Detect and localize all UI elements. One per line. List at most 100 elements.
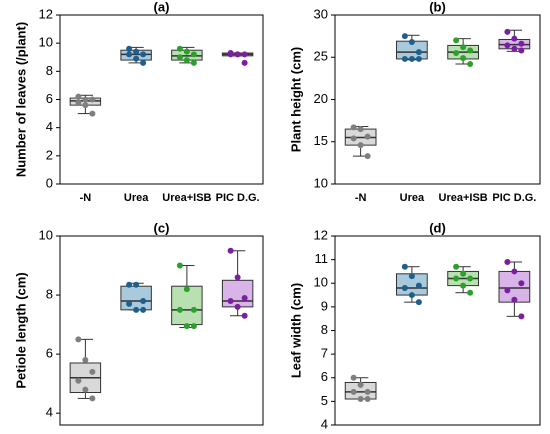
data-point bbox=[176, 262, 183, 269]
panel-title: (b) bbox=[429, 0, 446, 14]
data-point bbox=[183, 57, 190, 64]
data-point bbox=[453, 37, 460, 44]
data-point bbox=[133, 281, 140, 288]
y-tick-label: 10 bbox=[39, 227, 53, 242]
y-axis-label: Leaf width (cm) bbox=[288, 283, 303, 378]
data-point bbox=[176, 54, 183, 61]
data-point bbox=[460, 44, 467, 51]
data-point bbox=[126, 281, 133, 288]
data-point bbox=[227, 51, 234, 58]
y-tick-label: 6 bbox=[46, 91, 53, 106]
data-point bbox=[133, 306, 140, 313]
data-point bbox=[504, 42, 511, 49]
data-point bbox=[140, 306, 147, 313]
y-tick-label: 10 bbox=[314, 175, 328, 190]
y-tick-label: 6 bbox=[321, 369, 328, 384]
data-point bbox=[133, 48, 140, 55]
data-point bbox=[82, 357, 89, 364]
data-point bbox=[511, 296, 518, 303]
data-point bbox=[82, 386, 89, 393]
y-tick-label: 12 bbox=[314, 227, 328, 242]
data-point bbox=[364, 133, 371, 140]
data-point bbox=[467, 289, 474, 296]
data-point bbox=[190, 323, 197, 330]
box bbox=[221, 279, 254, 308]
x-tick-label: PIC D.G. bbox=[492, 192, 536, 204]
data-point bbox=[504, 287, 511, 294]
data-point bbox=[467, 47, 474, 54]
x-tick-label: Urea bbox=[400, 192, 425, 204]
x-tick-label: Urea+ISB bbox=[162, 192, 211, 204]
data-point bbox=[227, 247, 234, 254]
y-tick-label: 7 bbox=[321, 346, 328, 361]
data-point bbox=[82, 102, 89, 109]
data-point bbox=[511, 268, 518, 275]
data-point bbox=[401, 55, 408, 62]
panel-title: (d) bbox=[429, 220, 446, 235]
data-point bbox=[364, 388, 371, 395]
y-tick-label: 8 bbox=[46, 287, 53, 302]
data-point bbox=[75, 99, 82, 106]
data-point bbox=[140, 59, 147, 66]
y-tick-label: 10 bbox=[314, 275, 328, 290]
y-tick-label: 2 bbox=[46, 147, 53, 162]
data-point bbox=[241, 295, 248, 302]
y-tick-label: 9 bbox=[321, 298, 328, 313]
data-point bbox=[415, 55, 422, 62]
data-point bbox=[183, 323, 190, 330]
data-point bbox=[467, 61, 474, 68]
data-point bbox=[75, 377, 82, 384]
data-point bbox=[350, 135, 357, 142]
data-point bbox=[183, 286, 190, 293]
data-point bbox=[89, 96, 96, 103]
data-point bbox=[126, 51, 133, 58]
data-point bbox=[190, 306, 197, 313]
data-point bbox=[408, 292, 415, 299]
y-tick-label: 0 bbox=[46, 175, 53, 190]
data-point bbox=[511, 45, 518, 52]
y-tick-label: 4 bbox=[46, 405, 53, 420]
data-point bbox=[408, 273, 415, 280]
x-tick-label: -N bbox=[80, 192, 92, 204]
data-point bbox=[75, 336, 82, 343]
data-point bbox=[234, 51, 241, 58]
data-point bbox=[357, 396, 364, 403]
data-point bbox=[460, 282, 467, 289]
data-point bbox=[453, 275, 460, 282]
y-tick-label: 10 bbox=[39, 35, 53, 50]
data-point bbox=[350, 388, 357, 395]
data-point bbox=[140, 297, 147, 304]
x-tick-label: Urea+ISB bbox=[162, 433, 211, 434]
data-point bbox=[408, 55, 415, 62]
data-point bbox=[241, 51, 248, 58]
data-point bbox=[518, 40, 525, 47]
data-point bbox=[518, 280, 525, 287]
data-point bbox=[89, 110, 96, 117]
panel-title: (c) bbox=[154, 220, 170, 235]
y-tick-label: 12 bbox=[39, 6, 53, 21]
data-point bbox=[401, 33, 408, 40]
data-point bbox=[350, 374, 357, 381]
plot-frame bbox=[59, 14, 264, 185]
data-point bbox=[133, 55, 140, 62]
box bbox=[171, 285, 203, 326]
y-tick-label: 30 bbox=[314, 6, 328, 21]
data-point bbox=[460, 270, 467, 277]
data-point bbox=[518, 47, 525, 54]
data-point bbox=[183, 48, 190, 55]
data-point bbox=[401, 263, 408, 270]
panel-title: (a) bbox=[154, 0, 170, 14]
y-tick-label: 6 bbox=[46, 346, 53, 361]
data-point bbox=[126, 300, 133, 307]
y-tick-label: 11 bbox=[315, 251, 329, 266]
data-point bbox=[467, 275, 474, 282]
data-point bbox=[176, 45, 183, 52]
x-tick-label: Urea bbox=[124, 192, 149, 204]
x-tick-label: Urea+ISB bbox=[439, 192, 488, 204]
y-tick-label: 15 bbox=[314, 133, 328, 148]
x-tick-label: PIC D.G. bbox=[216, 433, 260, 434]
data-point bbox=[190, 51, 197, 58]
data-point bbox=[357, 142, 364, 149]
data-point bbox=[453, 50, 460, 57]
